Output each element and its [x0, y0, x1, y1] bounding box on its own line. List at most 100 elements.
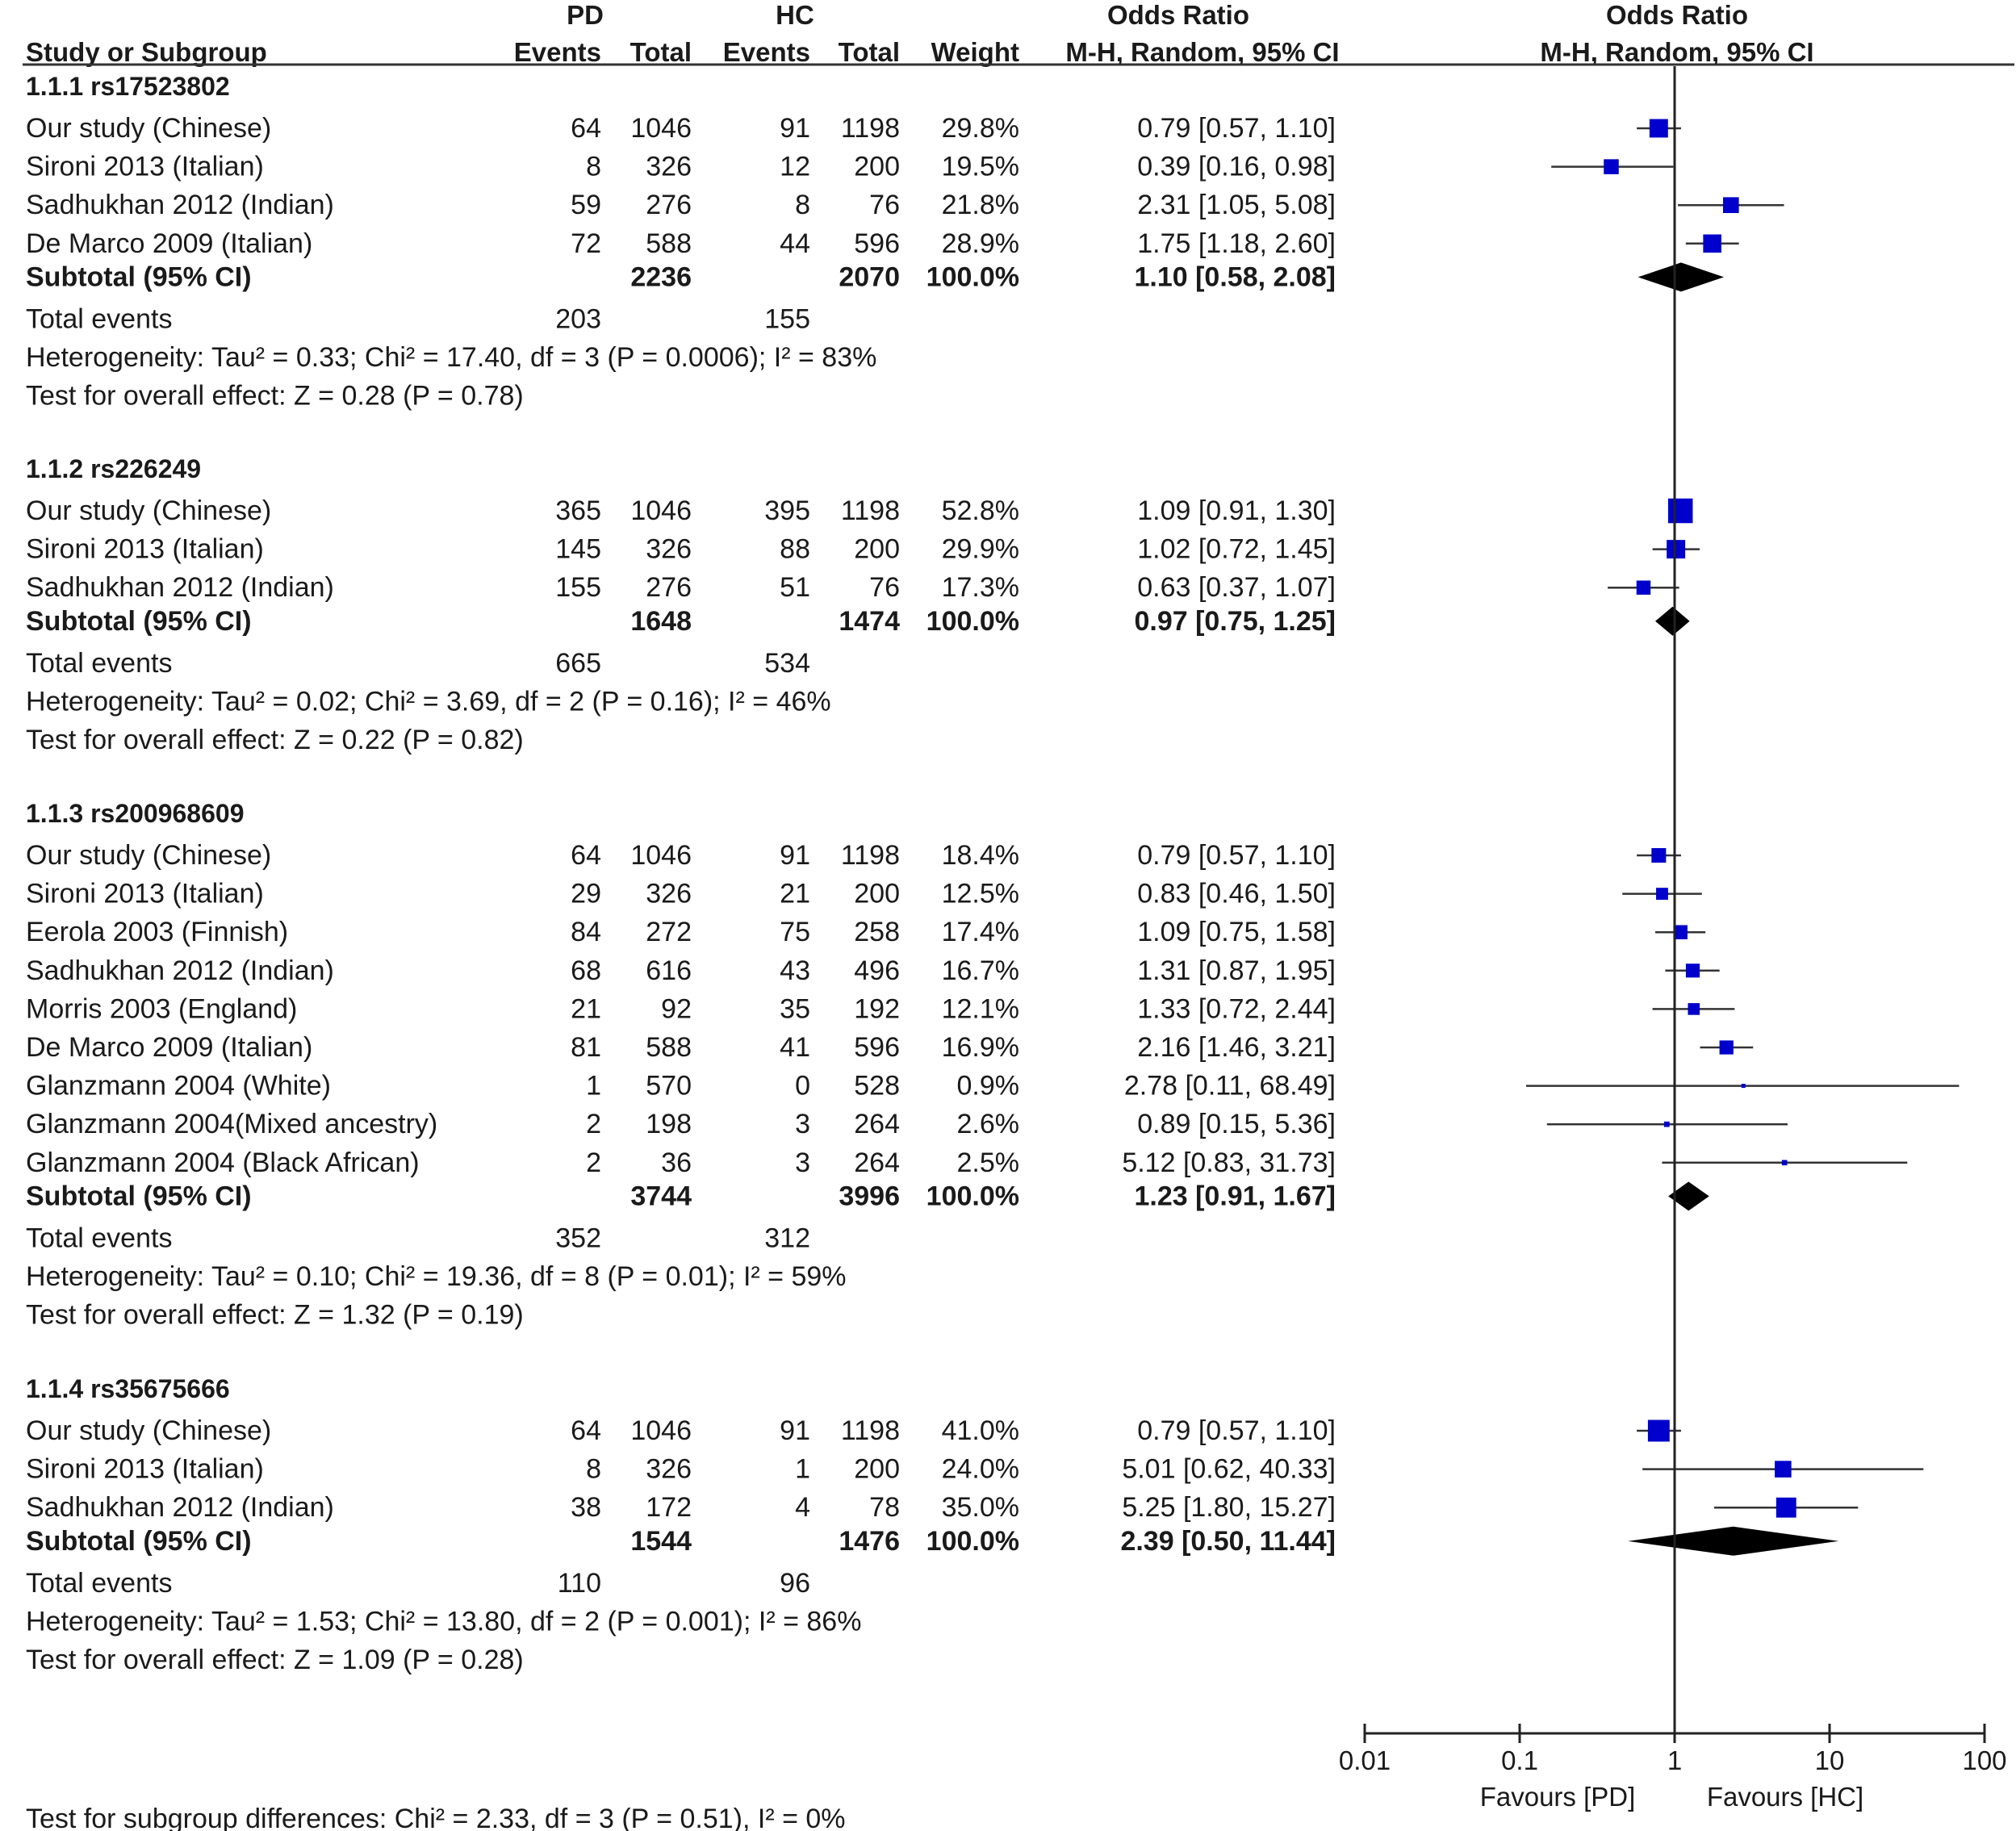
pd-total: 326	[646, 534, 692, 565]
study-label: Sironi 2013 (Italian)	[26, 1454, 264, 1485]
heterogeneity-text: Heterogeneity: Tau² = 0.33; Chi² = 17.40…	[26, 342, 876, 373]
table-rows: 1.1.1 rs17523802 Our study (Chinese) 64 104…	[26, 72, 1336, 1675]
hc-events: 3	[795, 1109, 810, 1139]
pd-events: 81	[571, 1032, 601, 1063]
pd-events: 365	[555, 495, 601, 526]
point-estimate	[1656, 888, 1668, 901]
weight-value: 35.0%	[942, 1492, 1019, 1523]
or-ci-value: 1.33 [0.72, 2.44]	[1137, 993, 1336, 1024]
study-label: Sadhukhan 2012 (Indian)	[26, 572, 334, 603]
hc-total: 200	[854, 879, 900, 909]
total-events-label: Total events	[26, 303, 172, 334]
hc-events: 91	[780, 1415, 810, 1446]
hc-total: 596	[854, 1032, 900, 1063]
or-ci-value: 1.09 [0.91, 1.30]	[1137, 495, 1336, 526]
study-label: Our study (Chinese)	[26, 1415, 271, 1446]
study-label: Glanzmann 2004 (White)	[26, 1071, 331, 1102]
point-estimate	[1775, 1461, 1792, 1478]
header-or-left: Odds Ratio	[1107, 0, 1249, 30]
subtotal-weight: 100.0%	[926, 261, 1019, 292]
weight-value: 18.4%	[942, 840, 1019, 871]
hc-total: 192	[854, 993, 900, 1024]
heterogeneity-text: Heterogeneity: Tau² = 0.02; Chi² = 3.69,…	[26, 686, 831, 717]
hc-total: 496	[854, 955, 900, 986]
point-estimate	[1604, 159, 1619, 174]
header-events-pd: Events	[514, 37, 601, 67]
weight-value: 29.9%	[942, 534, 1019, 565]
subtotal-pd-total: 2236	[630, 261, 692, 292]
or-ci-value: 5.01 [0.62, 40.33]	[1122, 1454, 1336, 1485]
or-ci-value: 1.02 [0.72, 1.45]	[1137, 534, 1336, 565]
favours-right: Favours [HC]	[1707, 1782, 1863, 1812]
point-estimate	[1663, 1121, 1670, 1127]
hc-total: 200	[854, 152, 900, 182]
point-estimate	[1688, 1003, 1700, 1015]
hc-events: 44	[780, 228, 810, 259]
x-tick-label: 0.01	[1339, 1745, 1391, 1775]
total-events-label: Total events	[26, 1568, 172, 1599]
subtotal-hc-total: 3996	[839, 1181, 900, 1211]
subtotal-label: Subtotal (95% CI)	[26, 261, 252, 292]
heterogeneity-text: Heterogeneity: Tau² = 0.10; Chi² = 19.36…	[26, 1261, 847, 1292]
header-weight: Weight	[931, 37, 1019, 67]
hc-events: 0	[795, 1071, 810, 1102]
subgroup-differences: Test for subgroup differences: Chi² = 2.…	[26, 1804, 846, 1831]
hc-events: 21	[780, 879, 810, 909]
or-ci-value: 2.78 [0.11, 68.49]	[1124, 1071, 1336, 1102]
or-ci-value: 0.79 [0.57, 1.10]	[1137, 113, 1336, 144]
subtotal-diamond	[1637, 262, 1725, 292]
point-estimate	[1723, 197, 1739, 214]
subgroup-title: 1.1.4 rs35675666	[26, 1374, 230, 1403]
point-estimate	[1649, 119, 1668, 138]
x-tick-label: 0.1	[1501, 1745, 1538, 1775]
subtotal-label: Subtotal (95% CI)	[26, 1181, 252, 1211]
hc-total: 596	[854, 228, 900, 259]
subgroup-title: 1.1.1 rs17523802	[26, 72, 230, 101]
pd-total: 588	[646, 228, 692, 259]
weight-value: 12.1%	[942, 993, 1019, 1024]
hc-total: 200	[854, 1454, 900, 1485]
subgroup-title: 1.1.2 rs226249	[26, 454, 201, 483]
point-estimate	[1781, 1160, 1788, 1166]
study-label: Morris 2003 (England)	[26, 993, 297, 1024]
total-events-label: Total events	[26, 1223, 172, 1253]
hc-events: 91	[780, 840, 810, 871]
study-label: De Marco 2009 (Italian)	[26, 1032, 312, 1063]
hc-events: 3	[795, 1148, 810, 1178]
study-label: Our study (Chinese)	[26, 495, 271, 526]
pd-events: 64	[571, 840, 601, 871]
header-pd: PD	[567, 0, 604, 30]
weight-value: 28.9%	[942, 228, 1019, 259]
total-events-hc: 96	[780, 1568, 810, 1599]
x-tick-label: 1	[1667, 1745, 1682, 1775]
pd-events: 72	[571, 228, 601, 259]
pd-total: 1046	[630, 113, 692, 144]
study-label: Our study (Chinese)	[26, 840, 271, 871]
study-label: De Marco 2009 (Italian)	[26, 228, 312, 259]
pd-total: 172	[646, 1492, 692, 1523]
pd-events: 2	[586, 1109, 601, 1139]
total-events-pd: 665	[555, 648, 601, 679]
pd-total: 588	[646, 1032, 692, 1063]
point-estimate	[1651, 847, 1667, 863]
weight-value: 41.0%	[942, 1415, 1019, 1446]
subtotal-hc-total: 1474	[839, 606, 900, 637]
or-ci-value: 2.16 [1.46, 3.21]	[1137, 1032, 1336, 1063]
pd-total: 1046	[630, 1415, 692, 1446]
pd-events: 8	[586, 152, 601, 182]
weight-value: 17.3%	[942, 572, 1019, 603]
subtotal-ci-value: 0.97 [0.75, 1.25]	[1134, 606, 1336, 637]
study-label: Glanzmann 2004 (Black African)	[26, 1148, 420, 1178]
subtotal-ci-value: 1.10 [0.58, 2.08]	[1134, 261, 1336, 292]
subtotal-pd-total: 1544	[630, 1526, 692, 1557]
overall-effect-text: Test for overall effect: Z = 0.28 (P = 0…	[26, 381, 524, 412]
or-ci-value: 0.79 [0.57, 1.10]	[1137, 840, 1336, 871]
subtotal-weight: 100.0%	[926, 1181, 1019, 1211]
pd-events: 29	[571, 879, 601, 909]
or-ci-value: 0.83 [0.46, 1.50]	[1137, 879, 1336, 909]
subtotal-hc-total: 2070	[839, 261, 900, 292]
point-estimate	[1776, 1497, 1796, 1518]
subtotal-weight: 100.0%	[926, 1526, 1019, 1557]
pd-total: 616	[646, 955, 692, 986]
header-total-pd: Total	[630, 37, 692, 67]
